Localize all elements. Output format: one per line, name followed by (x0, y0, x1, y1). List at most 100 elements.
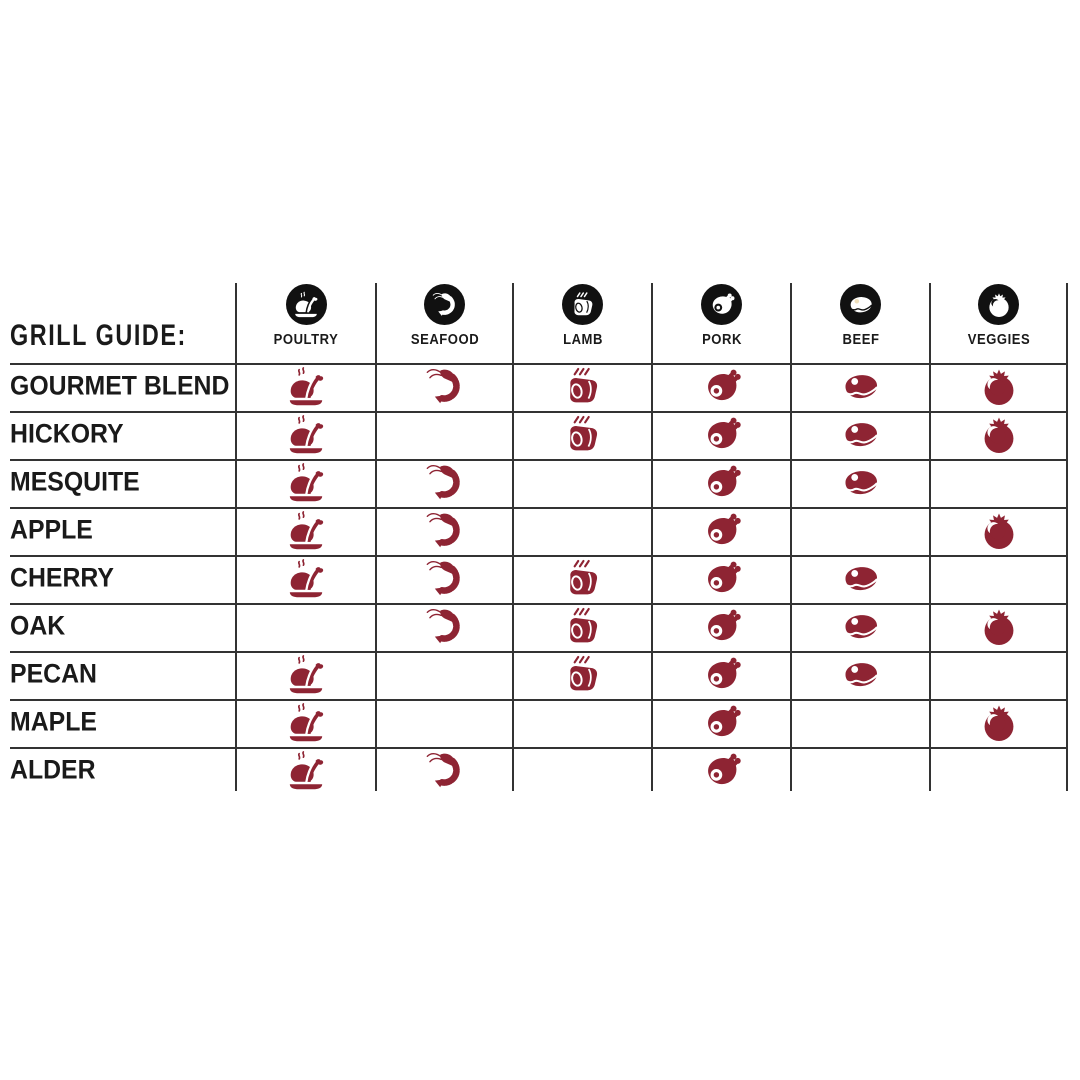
seafood-icon (424, 606, 466, 648)
grill-match-cell (978, 366, 1020, 408)
grill-match-cell (840, 366, 882, 408)
beef-icon (847, 291, 875, 319)
table-column-divider (790, 283, 792, 791)
lamb-icon (562, 654, 604, 696)
grill-match-cell (701, 366, 743, 408)
lamb-icon (562, 414, 604, 456)
column-icon-circle (424, 284, 465, 325)
poultry-icon (292, 291, 320, 319)
grill-match-cell (285, 558, 327, 600)
lamb-icon (562, 558, 604, 600)
row-label-text: GOURMET BLEND (10, 369, 230, 400)
grill-match-cell (424, 510, 466, 552)
grill-match-cell (285, 750, 327, 792)
grill-match-cell (701, 702, 743, 744)
table-row-divider (10, 603, 1067, 605)
veggies-icon (985, 291, 1013, 319)
lamb-icon (569, 291, 597, 319)
grill-match-cell (978, 606, 1020, 648)
row-label-text: OAK (10, 610, 66, 641)
row-label-text: MAPLE (10, 706, 97, 737)
lamb-icon (562, 366, 604, 408)
row-label-text: MESQUITE (10, 466, 140, 497)
table-row-divider (10, 410, 1067, 413)
poultry-icon (285, 462, 327, 504)
column-icon-circle (285, 284, 327, 325)
pork-icon (701, 366, 743, 408)
seafood-icon (424, 510, 466, 552)
seafood-icon (431, 291, 459, 319)
poultry-icon (285, 750, 327, 792)
veggies-icon (978, 414, 1020, 456)
page-title-text: GRILL GUIDE: (10, 319, 187, 352)
grill-match-cell (701, 750, 743, 792)
grill-match-cell (701, 558, 743, 600)
grill-match-cell (840, 606, 882, 648)
table-row-divider (10, 699, 1067, 702)
table-column-divider (929, 283, 931, 791)
grill-match-cell (701, 510, 743, 552)
grill-match-cell (285, 654, 327, 696)
pork-icon (701, 702, 743, 744)
seafood-icon (424, 462, 466, 504)
grill-match-cell (840, 558, 882, 600)
table-column-divider (235, 283, 237, 791)
poultry-icon (285, 510, 327, 552)
veggies-icon (978, 366, 1020, 408)
row-label-text: ALDER (10, 754, 96, 785)
table-row-divider (10, 554, 1067, 557)
seafood-icon (424, 750, 466, 792)
seafood-icon (424, 558, 466, 600)
table-row-divider (10, 747, 1067, 750)
poultry-icon (285, 414, 327, 456)
grill-match-cell (285, 462, 327, 504)
grill-match-cell (701, 654, 743, 696)
beef-icon (840, 366, 882, 408)
column-icon-circle (562, 284, 603, 325)
pork-icon (701, 750, 743, 792)
grill-match-cell (285, 366, 327, 408)
grill-match-cell (701, 414, 743, 456)
beef-icon (840, 462, 882, 504)
pork-icon (701, 462, 743, 504)
column-icon-circle (701, 284, 742, 325)
row-label: PECAN (10, 658, 105, 689)
grill-match-cell (424, 606, 466, 648)
row-label: MESQUITE (10, 466, 151, 497)
row-label: OAK (10, 610, 70, 641)
row-label: MAPLE (10, 707, 105, 738)
grill-match-cell (840, 654, 882, 696)
pork-icon (701, 606, 743, 648)
beef-icon (840, 654, 882, 696)
poultry-icon (285, 558, 327, 600)
row-label-text: HICKORY (10, 417, 124, 448)
grill-match-cell (562, 558, 604, 600)
row-label-text: APPLE (10, 514, 93, 545)
pork-icon (701, 414, 743, 456)
row-label: HICKORY (10, 418, 134, 449)
veggies-icon (978, 606, 1020, 648)
grill-match-cell (285, 510, 327, 552)
poultry-icon (285, 366, 327, 408)
table-column-divider (651, 283, 653, 791)
pork-icon (701, 558, 743, 600)
grill-match-cell (978, 414, 1020, 456)
grill-match-cell (701, 606, 743, 648)
poultry-icon (285, 654, 327, 696)
table-row-divider (10, 506, 1067, 509)
column-header-label: LAMB (562, 332, 603, 348)
table-row-divider (10, 458, 1067, 461)
column-header-label: VEGGIES (967, 332, 1030, 348)
page-title: GRILL GUIDE: (10, 321, 237, 351)
row-label-text: PECAN (10, 658, 97, 689)
grill-match-cell (840, 462, 882, 504)
poultry-icon (285, 702, 327, 744)
grill-match-cell (562, 414, 604, 456)
grill-match-cell (562, 366, 604, 408)
column-header-label: PORK (701, 332, 742, 348)
pork-icon (708, 291, 736, 319)
beef-icon (840, 414, 882, 456)
grill-match-cell (285, 702, 327, 744)
beef-icon (840, 606, 882, 648)
